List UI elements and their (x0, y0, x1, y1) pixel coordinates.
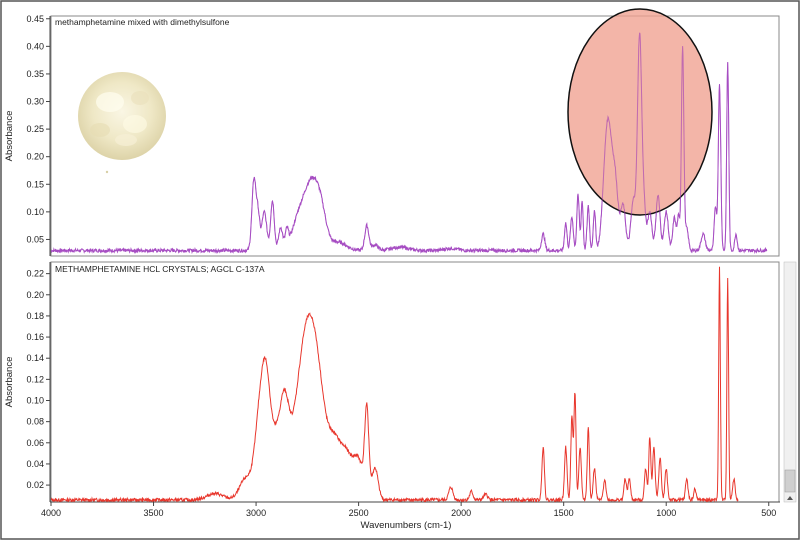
x-tick-label: 2000 (451, 508, 471, 518)
y-tick-label: 0.15 (26, 179, 44, 189)
x-tick-label: 2500 (349, 508, 369, 518)
scroll-down-arrow-icon[interactable] (787, 496, 793, 500)
x-ticks: 4000 3500 3000 2500 2000 1500 1000 500 (41, 502, 776, 518)
top-panel: 0.05 0.10 0.15 0.20 0.25 0.30 0.35 0.40 0.45 Abs… (4, 8, 780, 257)
y-tick-label: 0.16 (26, 332, 44, 342)
x-tick-label: 1000 (656, 508, 676, 518)
y-tick-label: 0.06 (26, 438, 44, 448)
bottom-y-ticks: 0.02 0.04 0.06 0.08 0.10 0.12 0.14 0.16 0.18 0.20… (26, 269, 50, 490)
y-tick-label: 0.20 (26, 152, 44, 162)
y-tick-label: 0.25 (26, 124, 44, 134)
x-tick-label: 3500 (144, 508, 164, 518)
x-tick-label: 4000 (41, 508, 61, 518)
y-tick-label: 0.10 (26, 396, 44, 406)
y-tick-label: 0.40 (26, 41, 44, 51)
scrollbar-thumb[interactable] (784, 469, 796, 493)
y-tick-label: 0.02 (26, 480, 44, 490)
y-tick-label: 0.20 (26, 290, 44, 300)
y-tick-label: 0.22 (26, 269, 44, 279)
bottom-panel-title: METHAMPHETAMINE HCL CRYSTALS; AGCL C-137… (55, 264, 265, 274)
y-tick-label: 0.08 (26, 417, 44, 427)
top-panel-title: methamphetamine mixed with dimethylsulfo… (55, 17, 230, 27)
y-tick-label: 0.12 (26, 374, 44, 384)
y-tick-label: 0.18 (26, 311, 44, 321)
top-spectrum-line-overlay (51, 32, 768, 255)
y-tick-label: 0.30 (26, 97, 44, 107)
scrollbar-track[interactable] (783, 261, 797, 503)
powder-image (78, 72, 166, 174)
bottom-spectrum-line (51, 266, 739, 502)
x-tick-label: 3000 (246, 508, 266, 518)
scrollbar[interactable] (783, 261, 797, 503)
y-tick-label: 0.14 (26, 353, 44, 363)
y-tick-label: 0.04 (26, 459, 44, 469)
bottom-y-axis-label: Absorbance (4, 357, 15, 408)
y-tick-label: 0.45 (26, 14, 44, 24)
x-axis-label: Wavenumbers (cm-1) (361, 520, 452, 531)
x-tick-label: 1500 (554, 508, 574, 518)
x-tick-label: 500 (761, 508, 776, 518)
y-tick-label: 0.05 (26, 234, 44, 244)
bottom-panel: 0.02 0.04 0.06 0.08 0.10 0.12 0.14 0.16 0.18 0.20… (4, 261, 780, 531)
bottom-plot-area (50, 261, 780, 503)
top-y-ticks: 0.05 0.10 0.15 0.20 0.25 0.30 0.35 0.40 0.45 (26, 14, 50, 244)
top-y-axis-label: Absorbance (4, 111, 15, 162)
y-tick-label: 0.10 (26, 207, 44, 217)
y-tick-label: 0.35 (26, 69, 44, 79)
